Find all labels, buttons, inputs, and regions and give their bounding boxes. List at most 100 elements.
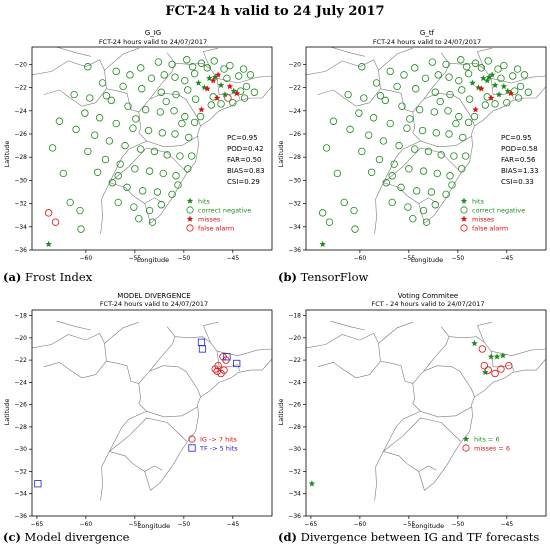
correct-negative-point bbox=[112, 119, 120, 128]
correct-negative-point bbox=[84, 63, 92, 71]
caption-text: Frost Index bbox=[25, 270, 93, 284]
hits-6-point bbox=[482, 368, 489, 376]
correct-negative-point bbox=[188, 63, 197, 71]
correct-negative-point bbox=[55, 117, 64, 125]
state-border bbox=[374, 451, 384, 501]
correct-negative-point bbox=[397, 183, 405, 192]
correct-negative-point bbox=[508, 72, 517, 80]
state-border bbox=[317, 361, 381, 379]
correct-negative-point bbox=[184, 86, 192, 94]
correct-negative-point bbox=[419, 206, 428, 215]
correct-negative-point bbox=[381, 96, 390, 105]
state-border bbox=[217, 75, 272, 84]
correct-negative-point bbox=[431, 88, 440, 96]
correct-negative-point bbox=[446, 90, 454, 99]
state-border bbox=[150, 86, 272, 224]
misses-6-point bbox=[478, 345, 487, 353]
state-border bbox=[418, 465, 437, 472]
correct-negative-point bbox=[427, 188, 436, 196]
chart-panel-a: G_IG FCT-24 hours valid to 24/07/2017 −6… bbox=[3, 29, 273, 264]
legend-marker bbox=[460, 197, 468, 204]
correct-negative-point bbox=[77, 225, 85, 233]
correct-negative-point bbox=[234, 72, 243, 80]
legend-label: hits bbox=[198, 197, 210, 205]
correct-negative-point bbox=[431, 201, 440, 209]
correct-negative-point bbox=[450, 152, 458, 160]
hits-point bbox=[469, 79, 476, 86]
correct-negative-point bbox=[242, 82, 251, 91]
map-layer bbox=[32, 47, 272, 234]
correct-negative-point bbox=[84, 147, 92, 156]
x-tick-label: −60 bbox=[354, 255, 367, 262]
state-border bbox=[330, 47, 365, 57]
correct-negative-point bbox=[367, 168, 376, 176]
legend-marker bbox=[186, 215, 194, 222]
state-border bbox=[138, 365, 201, 398]
correct-negative-point bbox=[171, 73, 179, 81]
correct-negative-point bbox=[405, 165, 413, 173]
correct-negative-point bbox=[220, 65, 228, 73]
correct-negative-point bbox=[93, 168, 102, 176]
correct-negative-point bbox=[163, 151, 171, 159]
hits-6-point bbox=[308, 480, 316, 487]
state-border bbox=[374, 182, 384, 234]
correct-negative-point bbox=[154, 58, 163, 66]
correct-negative-point bbox=[393, 82, 401, 91]
correct-negative-point bbox=[236, 87, 245, 95]
correct-negative-point bbox=[144, 126, 153, 135]
correct-negative-point bbox=[158, 129, 166, 137]
correct-negative-point bbox=[318, 209, 327, 217]
legend-marker bbox=[460, 224, 468, 232]
correct-negative-point bbox=[457, 56, 465, 64]
correct-negative-point bbox=[444, 107, 452, 115]
state-border bbox=[476, 47, 493, 70]
correct-negative-point bbox=[358, 147, 366, 156]
y-tick-label: −32 bbox=[288, 201, 301, 208]
hits-6-point bbox=[499, 352, 507, 359]
correct-negative-point bbox=[434, 71, 442, 79]
y-tick-label: −34 bbox=[288, 224, 301, 231]
caption-d: (d) Divergence between IG and TF forecas… bbox=[278, 530, 539, 544]
correct-negative-point bbox=[464, 118, 473, 127]
correct-negative-point bbox=[181, 112, 189, 121]
correct-negative-point bbox=[458, 86, 466, 94]
correct-negative-point bbox=[217, 100, 225, 108]
axes-layer: −60 −55 −50 −45 −20 −22 −24 −26 −28 −30 −32 −34 −36 bbox=[14, 46, 273, 262]
legend-label: false alarm bbox=[472, 224, 508, 232]
correct-negative-point bbox=[160, 71, 168, 79]
correct-negative-point bbox=[119, 82, 127, 91]
correct-negative-point bbox=[464, 69, 473, 78]
correct-negative-point bbox=[95, 114, 104, 122]
state-border bbox=[32, 332, 151, 491]
correct-negative-point bbox=[176, 152, 184, 160]
axes-layer: −60 −55 −50 −45 −20 −22 −24 −26 −28 −30 −32 −34 −36 bbox=[288, 46, 547, 262]
false-alarm-point bbox=[224, 94, 232, 102]
y-tick-label: −20 bbox=[288, 335, 301, 342]
tf-5-hits-point bbox=[34, 480, 42, 488]
y-tick-label: −24 bbox=[288, 379, 301, 386]
caption-c: (c) Model divergence bbox=[3, 530, 129, 544]
y-tick-label: −20 bbox=[288, 61, 301, 68]
hits-point bbox=[488, 71, 496, 78]
y-tick-label: −22 bbox=[288, 357, 301, 364]
plot-frame bbox=[31, 309, 273, 517]
tf-5-hits-point bbox=[233, 359, 241, 368]
correct-negative-point bbox=[500, 61, 508, 70]
correct-negative-point bbox=[70, 90, 78, 99]
correct-negative-point bbox=[197, 59, 206, 67]
correct-negative-point bbox=[419, 167, 428, 175]
x-tick-label: −45 bbox=[226, 255, 239, 262]
tf-5-hits-point bbox=[223, 353, 231, 361]
map-layer bbox=[32, 320, 272, 501]
correct-negative-point bbox=[90, 131, 99, 139]
y-tick-label: −36 bbox=[288, 513, 301, 520]
y-tick-label: −26 bbox=[288, 131, 301, 138]
correct-negative-point bbox=[207, 101, 215, 109]
y-tick-label: −34 bbox=[14, 224, 27, 231]
chart-panel-b: G_tf FCT-24 hours valid to 24/07/2017 −6… bbox=[277, 29, 547, 264]
correct-negative-point bbox=[395, 141, 403, 150]
correct-negative-point bbox=[126, 71, 134, 79]
correct-negative-point bbox=[325, 218, 334, 226]
correct-negative-point bbox=[187, 152, 196, 160]
